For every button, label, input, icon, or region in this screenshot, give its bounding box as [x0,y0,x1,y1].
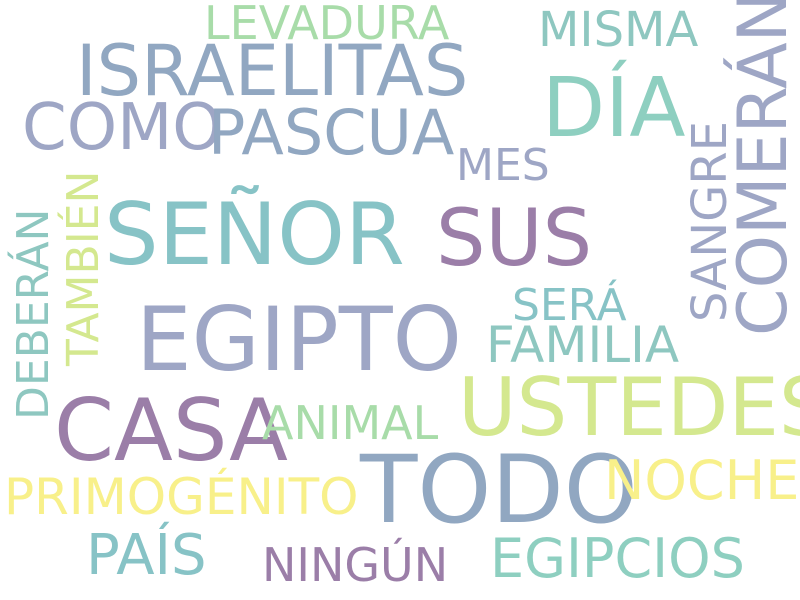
word-primogenito: PRIMOGÉNITO [4,468,359,526]
word-sera: SERÁ [512,280,627,331]
word-noche: NOCHE [604,449,800,512]
word-pais: PAÍS [86,523,207,588]
word-mes: MES [456,140,550,191]
word-tambien: TAMBIÉN [58,170,109,366]
word-casa: CASA [54,381,288,481]
word-comeran: COMERÁN [724,0,800,336]
word-senor: SEÑOR [104,185,405,285]
word-sangre: SANGRE [682,121,738,322]
word-pascua: PASCUA [208,96,455,169]
word-como: COMO [22,91,223,165]
word-sus: SUS [436,194,593,284]
word-egipcios: EGIPCIOS [490,527,745,590]
word-levadura: LEVADURA [204,0,450,50]
word-ustedes: USTEDES [458,361,800,454]
word-egipto: EGIPTO [136,288,462,391]
word-ningun: NINGÚN [262,538,449,592]
word-familia: FAMILIA [486,316,680,374]
word-animal: ANIMAL [262,396,439,450]
word-israelitas: ISRAELITAS [76,30,469,112]
word-deberan: DEBERÁN [8,208,59,420]
word-dia: DÍA [542,61,686,156]
word-todo: TODO [360,436,638,545]
word-misma: MISMA [538,2,699,58]
